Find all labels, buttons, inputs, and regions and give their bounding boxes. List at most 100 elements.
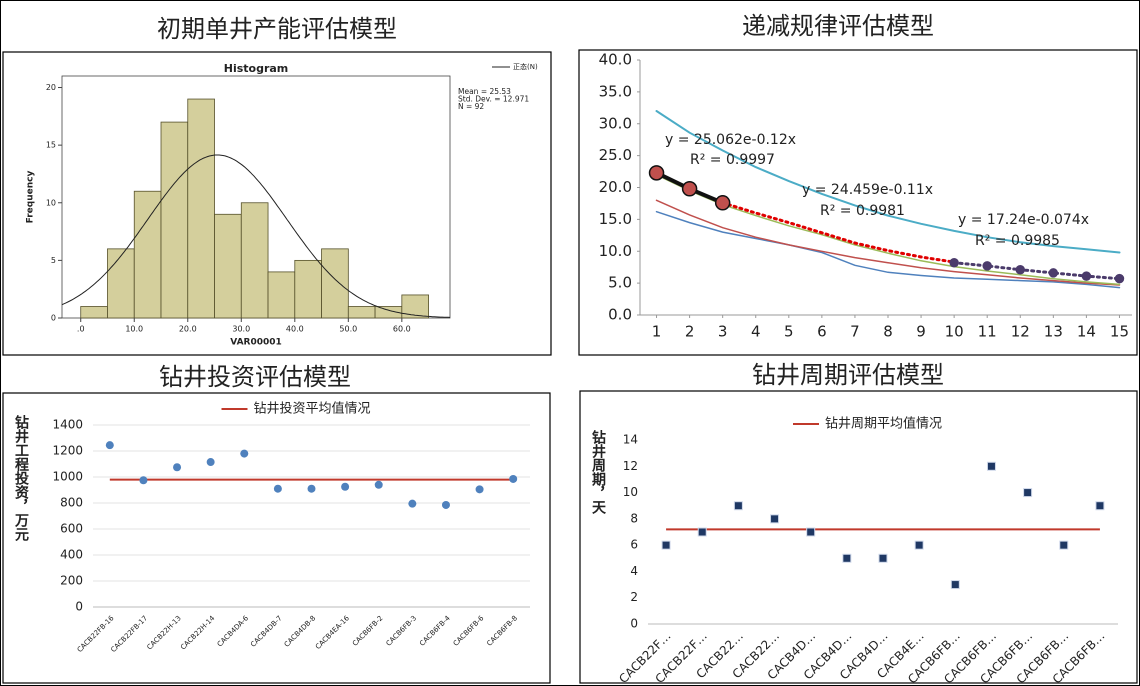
y-tick-label: 0 (51, 314, 56, 323)
y-tick-label: 400 (60, 548, 83, 562)
y-tick-label: 20 (46, 83, 56, 92)
x-tick-label: 2 (685, 323, 695, 341)
series-marker (1015, 264, 1026, 275)
panel-title: 钻井周期评估模型 (752, 361, 944, 389)
stat-label: N = 92 (458, 102, 484, 111)
y-axis-label: 钻井工程投资，万元 (13, 414, 30, 542)
point (733, 501, 743, 511)
series-marker (1048, 268, 1059, 278)
y-tick-label: 8 (630, 511, 638, 525)
point (770, 514, 780, 524)
bar (187, 98, 215, 319)
x-tick-label: 4 (751, 323, 761, 341)
x-tick-label: 7 (850, 323, 860, 341)
point (240, 449, 249, 458)
panel-title: 初期单井产能评估模型 (157, 15, 397, 43)
point (173, 463, 182, 472)
x-tick-label: 60.0 (393, 325, 411, 334)
x-tick-label: 15 (1110, 323, 1129, 341)
point (661, 540, 671, 550)
series-line (655, 174, 1121, 286)
point (986, 461, 996, 471)
bar (240, 202, 269, 319)
x-tick-label: 30.0 (232, 325, 250, 334)
equation-label: y = 17.24e-0.074x (958, 212, 1089, 228)
panel-title: 递减规律评估模型 (742, 12, 934, 40)
y-tick-label: 0.0 (608, 306, 632, 324)
y-tick-label: 2 (630, 590, 638, 604)
y-tick-label: 0 (75, 600, 83, 614)
legend-label: 钻井周期平均值情况 (825, 416, 942, 432)
x-tick-label: 12 (1011, 323, 1030, 341)
y-tick-label: 200 (60, 574, 83, 588)
x-tick-label: 50.0 (339, 325, 357, 334)
bar (401, 294, 429, 319)
y-tick-label: 35.0 (599, 82, 632, 100)
x-tick-label: 10 (945, 323, 964, 341)
point (273, 484, 282, 493)
stat-label: Mean = 25.53 (458, 87, 511, 96)
x-tick-label: 14 (1077, 323, 1096, 341)
equation-label: R² = 0.9981 (820, 203, 905, 219)
y-tick-label: 10 (46, 198, 56, 207)
y-tick-label: 1200 (52, 444, 83, 458)
y-tick-label: 4 (630, 564, 638, 578)
y-tick-label: 5.0 (608, 274, 632, 292)
y-tick-label: 12 (623, 459, 638, 473)
point (374, 480, 383, 489)
panel (578, 49, 1138, 356)
y-tick-label: 1000 (52, 470, 83, 484)
bar (133, 190, 162, 319)
y-tick-label: 14 (623, 433, 638, 447)
point (441, 500, 450, 509)
legend-label: 正态(N) (513, 62, 538, 71)
point (950, 580, 960, 590)
stat-label: Std. Dev. = 12.971 (458, 95, 529, 104)
x-tick-label: 9 (916, 323, 926, 341)
series-marker (714, 195, 731, 211)
x-tick-label: 40.0 (286, 325, 304, 334)
normal-curve (61, 154, 451, 318)
x-tick-label: .0 (77, 325, 85, 334)
point (475, 485, 484, 494)
equation-label: R² = 0.9997 (690, 152, 775, 168)
chart-title: Histogram (224, 62, 289, 75)
x-tick-label: 11 (978, 323, 997, 341)
series-marker (648, 165, 665, 181)
point (408, 499, 417, 508)
panel (579, 390, 1138, 684)
bar (294, 259, 322, 319)
y-tick-label: 600 (60, 522, 83, 536)
point (914, 540, 924, 550)
y-tick-label: 40.0 (599, 51, 632, 69)
x-tick-label: 10.0 (125, 325, 143, 334)
point (697, 527, 707, 537)
series-marker (1114, 273, 1125, 284)
y-tick-label: 800 (60, 496, 83, 510)
y-axis-label: 钻井周期，天 (590, 429, 606, 515)
y-tick-label: 5 (51, 256, 56, 265)
point (878, 553, 888, 563)
bar (321, 248, 349, 319)
x-axis-label: VAR00001 (230, 338, 282, 348)
x-tick-label: 6 (817, 323, 827, 341)
panel-title: 钻井投资评估模型 (159, 363, 351, 391)
bar (80, 306, 108, 319)
x-tick-label: 3 (718, 323, 728, 341)
point (105, 441, 114, 450)
x-tick-label: 8 (883, 323, 893, 341)
y-tick-label: 15.0 (599, 210, 632, 228)
bar (214, 213, 242, 319)
point (806, 527, 816, 537)
panel (2, 392, 551, 684)
legend-label: 钻井投资平均值情况 (254, 401, 371, 417)
x-tick-label: 5 (784, 323, 794, 341)
y-tick-label: 1400 (52, 418, 83, 432)
series-marker (1081, 271, 1092, 281)
point (341, 482, 350, 491)
y-tick-label: 30.0 (599, 114, 632, 132)
equation-label: y = 24.459e-0.11x (802, 182, 933, 198)
point (1059, 540, 1069, 550)
y-tick-label: 10.0 (599, 242, 632, 260)
